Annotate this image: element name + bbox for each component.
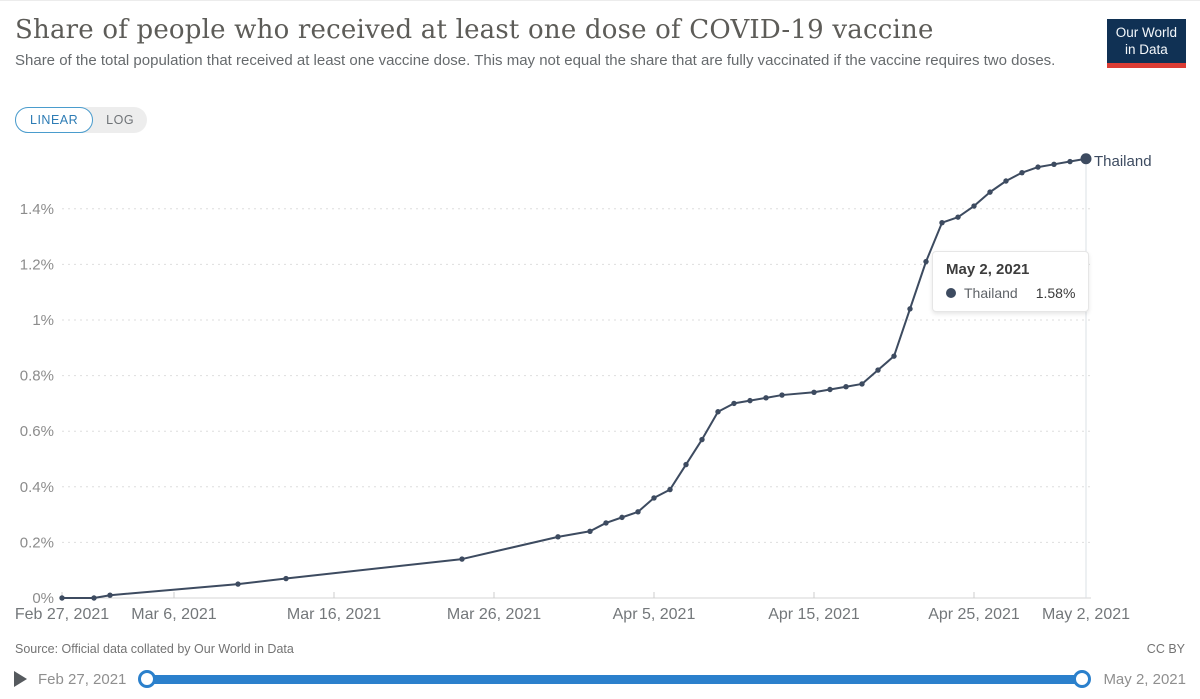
- svg-text:0.6%: 0.6%: [20, 423, 54, 440]
- timeline-end-handle[interactable]: [1073, 670, 1092, 688]
- svg-text:0%: 0%: [32, 590, 54, 607]
- line-chart: 0% 0.2% 0.4% 0.6% 0.8% 1% 1.2% 1.4% Feb 27, 2021…: [0, 141, 1200, 641]
- timeline-control: Feb 27, 2021 May 2, 2021: [14, 665, 1186, 693]
- log-scale-button[interactable]: LOG: [93, 107, 147, 133]
- timeline-track[interactable]: [138, 670, 1092, 688]
- svg-text:0.4%: 0.4%: [20, 479, 54, 496]
- svg-text:Mar 26, 2021: Mar 26, 2021: [447, 606, 541, 623]
- owid-logo[interactable]: Our World in Data: [1106, 19, 1186, 68]
- tooltip-series-name: Thailand: [964, 285, 1018, 301]
- svg-text:Apr 15, 2021: Apr 15, 2021: [768, 606, 860, 623]
- page-title: Share of people who received at least on…: [15, 15, 934, 45]
- tooltip-date: May 2, 2021: [946, 261, 1030, 278]
- svg-text:Apr 5, 2021: Apr 5, 2021: [613, 606, 696, 623]
- svg-text:0.2%: 0.2%: [20, 534, 54, 551]
- svg-text:1%: 1%: [32, 312, 54, 329]
- chart-plot[interactable]: 0% 0.2% 0.4% 0.6% 0.8% 1% 1.2% 1.4% Feb 27, 2021…: [0, 141, 1200, 641]
- svg-text:0.8%: 0.8%: [20, 368, 54, 385]
- timeline-end-label: May 2, 2021: [1103, 670, 1186, 688]
- license-note: CC BY: [1146, 642, 1185, 656]
- scale-toggle: LINEAR LOG: [15, 107, 148, 133]
- tooltip-row: Thailand 1.58%: [946, 285, 1075, 301]
- svg-text:1.2%: 1.2%: [20, 256, 54, 273]
- chart-subtitle: Share of the total population that recei…: [15, 52, 1056, 69]
- svg-text:Feb 27, 2021: Feb 27, 2021: [15, 606, 109, 623]
- tooltip: May 2, 2021 Thailand 1.58%: [932, 251, 1090, 312]
- owid-logo-line2: in Data: [1124, 41, 1168, 57]
- source-note: Source: Official data collated by Our Wo…: [15, 642, 294, 656]
- svg-text:1.4%: 1.4%: [20, 201, 54, 218]
- owid-logo-line1: Our World: [1115, 25, 1177, 40]
- tooltip-series-value: 1.58%: [1035, 285, 1076, 301]
- svg-text:May 2, 2021: May 2, 2021: [1042, 606, 1130, 623]
- svg-text:Apr 25, 2021: Apr 25, 2021: [928, 606, 1020, 623]
- timeline-start-handle[interactable]: [138, 670, 157, 688]
- timeline-start-label: Feb 27, 2021: [38, 670, 127, 688]
- play-icon[interactable]: [14, 671, 27, 687]
- svg-text:Mar 6, 2021: Mar 6, 2021: [131, 606, 216, 623]
- series-color-dot: [946, 288, 956, 298]
- svg-text:Mar 16, 2021: Mar 16, 2021: [287, 606, 381, 623]
- chart-header: Share of people who received at least on…: [15, 15, 1186, 72]
- footer-note: Source: Official data collated by Our Wo…: [15, 642, 1185, 656]
- linear-scale-button[interactable]: LINEAR: [15, 107, 94, 133]
- series-end-label: Thailand: [1094, 153, 1152, 170]
